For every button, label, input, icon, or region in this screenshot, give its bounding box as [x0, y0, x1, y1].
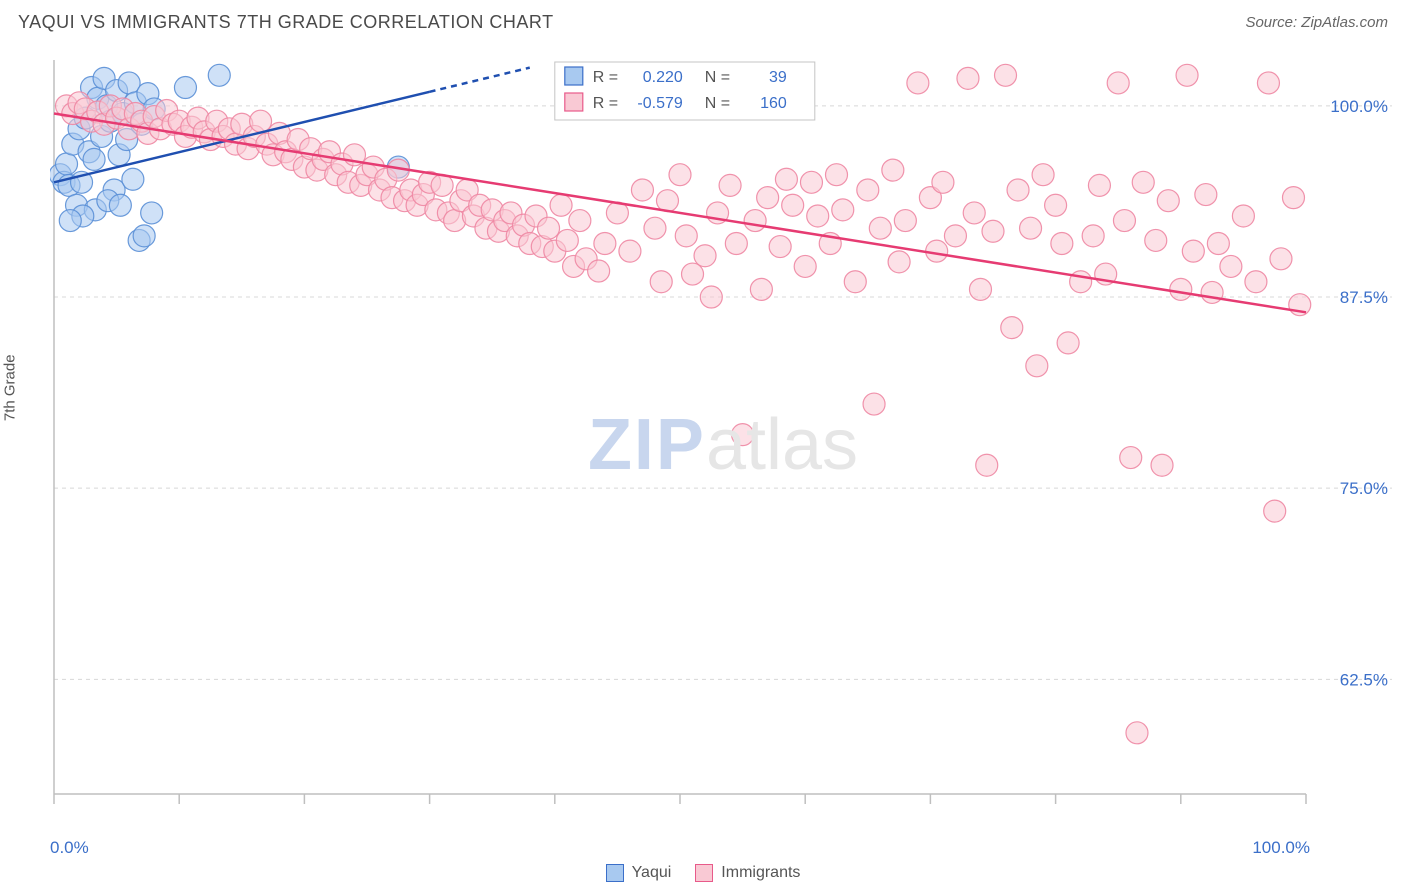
svg-text:39: 39 — [769, 69, 787, 86]
chart-title: YAQUI VS IMMIGRANTS 7TH GRADE CORRELATIO… — [18, 12, 554, 33]
y-axis-title: 7th Grade — [2, 354, 19, 421]
svg-text:-0.579: -0.579 — [637, 95, 682, 112]
svg-text:R =: R = — [593, 95, 618, 112]
svg-text:R =: R = — [593, 69, 618, 86]
legend-item-yaqui: Yaqui — [606, 864, 672, 882]
svg-text:62.5%: 62.5% — [1340, 670, 1388, 689]
svg-text:160: 160 — [760, 95, 787, 112]
legend-swatch-immigrants — [695, 864, 713, 882]
legend-label-immigrants: Immigrants — [721, 864, 800, 882]
bottom-legend: Yaqui Immigrants — [0, 864, 1406, 882]
svg-text:100.0%: 100.0% — [1330, 97, 1388, 116]
scatter-plot: 62.5% 75.0% 87.5% 100.0% R = 0.220 N = 39 R = -0.… — [50, 48, 1396, 842]
chart-container: 62.5% 75.0% 87.5% 100.0% R = 0.220 N = 39 R = -0.… — [50, 48, 1396, 842]
legend-swatch-yaqui — [606, 864, 624, 882]
svg-text:87.5%: 87.5% — [1340, 288, 1388, 307]
x-axis-labels: 0.0% 100.0% — [50, 838, 1310, 858]
svg-text:75.0%: 75.0% — [1340, 479, 1388, 498]
legend-item-immigrants: Immigrants — [695, 864, 800, 882]
svg-text:0.220: 0.220 — [643, 69, 683, 86]
source-attribution: Source: ZipAtlas.com — [1245, 14, 1388, 31]
x-max-label: 100.0% — [1252, 838, 1310, 858]
x-min-label: 0.0% — [50, 838, 89, 858]
svg-text:N =: N = — [705, 95, 730, 112]
svg-text:N =: N = — [705, 69, 730, 86]
legend-label-yaqui: Yaqui — [632, 864, 672, 882]
